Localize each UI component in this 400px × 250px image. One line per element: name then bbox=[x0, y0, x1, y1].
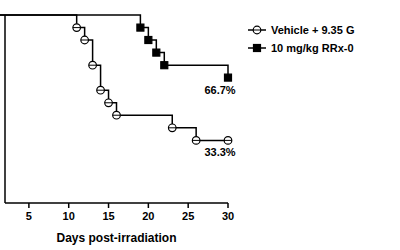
legend-label: 10 mg/kg RRx-0 bbox=[271, 42, 354, 54]
x-axis-label: Days post-irradiation bbox=[56, 231, 176, 245]
x-tick-label: 20 bbox=[142, 210, 154, 222]
marker-detail bbox=[224, 140, 232, 141]
survival-marker bbox=[105, 99, 113, 107]
marker-detail bbox=[168, 127, 176, 128]
annotation: 66.7% bbox=[204, 84, 235, 96]
survival-marker bbox=[89, 61, 97, 69]
survival-marker bbox=[168, 124, 176, 132]
survival-line bbox=[0, 15, 228, 140]
chart: 5 10 15 20 25 30 Days post-irradiation 66.7% 33.… bbox=[0, 0, 400, 250]
legend: Vehicle + 9.35 G 10 mg/kg RRx-0 bbox=[248, 24, 354, 54]
survival-marker bbox=[145, 37, 152, 44]
survival-marker bbox=[192, 137, 200, 145]
marker-detail bbox=[97, 90, 105, 91]
marker-detail bbox=[73, 27, 81, 28]
x-tick-label: 25 bbox=[182, 210, 194, 222]
survival-marker bbox=[224, 137, 232, 145]
plot-area bbox=[0, 15, 232, 144]
x-tick-label: 5 bbox=[26, 210, 32, 222]
y-axis bbox=[4, 15, 6, 203]
survival-marker bbox=[81, 36, 89, 44]
marker-detail bbox=[253, 30, 261, 31]
marker-detail bbox=[105, 102, 113, 103]
survival-marker bbox=[225, 74, 232, 81]
annotation: 33.3% bbox=[204, 146, 235, 158]
legend-marker bbox=[253, 26, 261, 34]
survival-line bbox=[0, 15, 228, 78]
marker-detail bbox=[89, 65, 97, 66]
x-tick-label: 10 bbox=[63, 210, 75, 222]
survival-marker bbox=[113, 111, 121, 119]
x-tick-label: 15 bbox=[102, 210, 114, 222]
x-tick-label: 30 bbox=[222, 210, 234, 222]
survival-marker bbox=[73, 24, 81, 32]
marker-detail bbox=[113, 115, 121, 116]
x-tick bbox=[28, 203, 30, 208]
x-tick bbox=[68, 203, 70, 208]
x-tick bbox=[187, 203, 189, 208]
x-tick bbox=[108, 203, 110, 208]
marker-detail bbox=[192, 140, 200, 141]
marker-detail bbox=[81, 40, 89, 41]
survival-marker bbox=[97, 86, 105, 94]
x-tick bbox=[227, 203, 229, 208]
survival-marker bbox=[137, 24, 144, 31]
x-tick bbox=[148, 203, 150, 208]
x-axis bbox=[5, 202, 228, 204]
survival-marker bbox=[153, 49, 160, 56]
legend-marker bbox=[254, 45, 261, 52]
survival-marker bbox=[161, 62, 168, 69]
legend-label: Vehicle + 9.35 G bbox=[271, 24, 354, 36]
